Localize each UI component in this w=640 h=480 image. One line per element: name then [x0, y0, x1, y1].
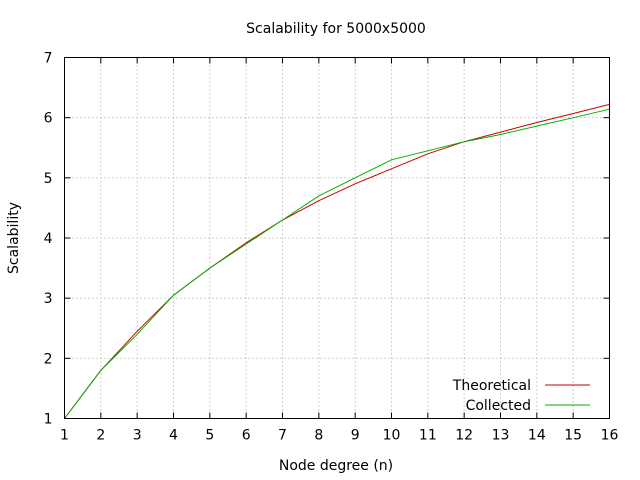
x-tick-label: 7: [278, 428, 287, 444]
x-tick-label: 9: [351, 428, 360, 444]
axis-ticks: [64, 57, 610, 419]
legend: Theoretical Collected: [452, 378, 590, 414]
x-tick-label: 5: [205, 428, 214, 444]
grid: [64, 57, 610, 419]
x-tick-label: 10: [383, 428, 401, 444]
x-axis-label: Node degree (n): [279, 458, 393, 474]
legend-label-collected: Collected: [466, 398, 531, 414]
chart-title: Scalability for 5000x5000: [246, 21, 426, 37]
x-tick-label: 12: [455, 428, 473, 444]
y-tick-label: 1: [44, 412, 53, 428]
x-tick-label: 11: [419, 428, 437, 444]
x-tick-label: 16: [601, 428, 619, 444]
y-tick-label: 4: [44, 231, 53, 247]
legend-label-theoretical: Theoretical: [452, 378, 531, 394]
series-lines: [64, 103, 610, 419]
x-tick-label: 3: [133, 428, 142, 444]
y-tick-label: 2: [44, 351, 53, 367]
x-tick-label: 8: [314, 428, 323, 444]
x-tick-label: 14: [528, 428, 546, 444]
series-line-collected: [64, 108, 610, 419]
y-tick-label: 6: [44, 111, 53, 127]
x-tick-label: 6: [242, 428, 251, 444]
x-tick-label: 2: [96, 428, 105, 444]
y-tick-label: 5: [44, 171, 53, 187]
x-tick-label: 15: [564, 428, 582, 444]
y-tick-label: 7: [44, 51, 53, 67]
x-tick-label: 13: [492, 428, 510, 444]
x-tick-label: 4: [169, 428, 178, 444]
y-axis-label: Scalability: [6, 202, 22, 274]
x-tick-label: 1: [60, 428, 69, 444]
series-line-theoretical: [64, 103, 610, 419]
y-tick-label: 3: [44, 291, 53, 307]
